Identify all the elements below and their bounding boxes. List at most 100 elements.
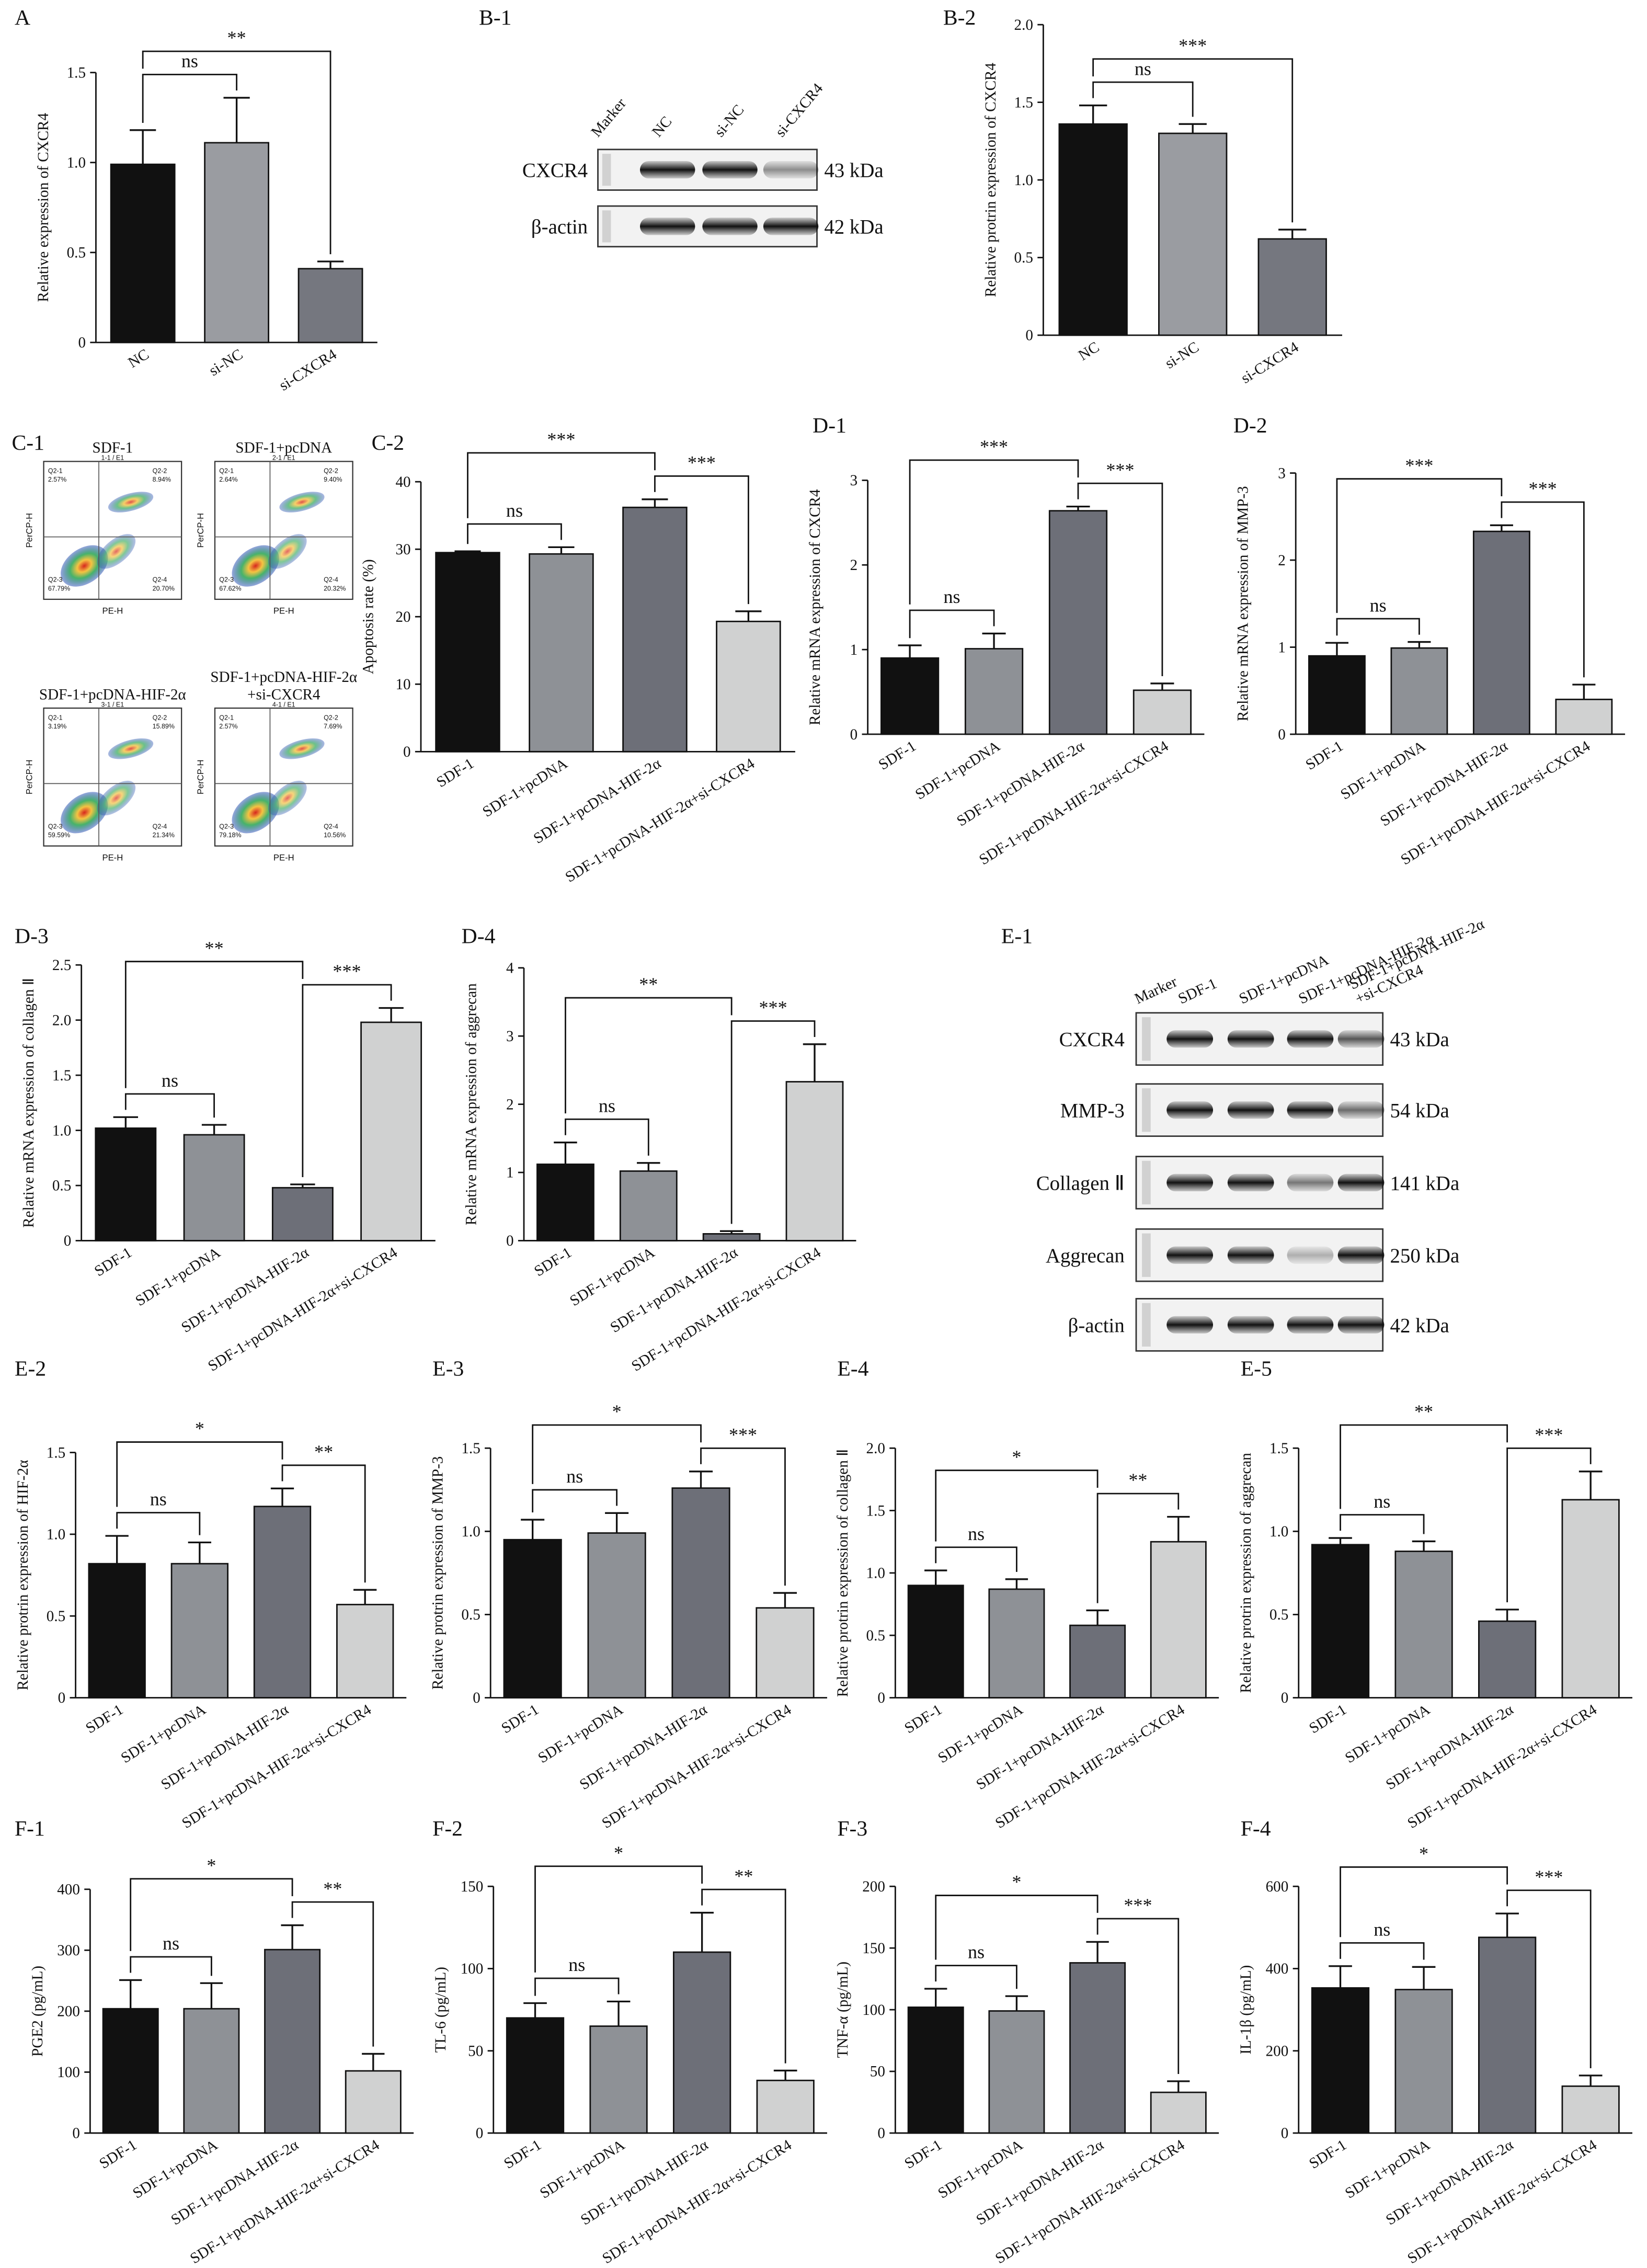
plot-title: +si-CXCR4 <box>247 686 321 703</box>
significance-label: ** <box>639 974 658 995</box>
bar <box>360 1021 422 1241</box>
bar <box>503 1538 562 1699</box>
y-tick-label: 0 <box>476 2125 484 2142</box>
bar <box>672 1951 731 2134</box>
blot-band <box>1166 1246 1214 1264</box>
y-tick-label: 3 <box>1278 465 1286 482</box>
panel-label: D-2 <box>1233 414 1267 438</box>
panel-label: F-3 <box>837 1817 867 1841</box>
marker-band <box>1142 1017 1151 1061</box>
density-cloud <box>232 792 279 834</box>
significance-bracket <box>130 1878 293 1951</box>
y-tick-label: 600 <box>1266 1878 1289 1895</box>
lane-label: SDF-1+pcDNA-HIF-2α <box>1347 916 1487 993</box>
bar <box>988 1588 1045 1699</box>
bar <box>253 1506 312 1699</box>
y-axis-label: Relative protrin expression of MMP-3 <box>430 1456 447 1690</box>
x-tick-label: NC <box>125 346 152 371</box>
significance-bracket <box>534 1977 620 1996</box>
x-tick-label: SDF-1 <box>1303 738 1346 773</box>
y-tick-label: 20 <box>395 609 410 625</box>
significance-bracket <box>467 452 656 518</box>
bar <box>536 1163 594 1241</box>
x-tick-label: SDF-1+pcDNA-HIF-2α <box>974 1701 1107 1793</box>
bar <box>907 1585 964 1699</box>
blot-band <box>639 218 695 235</box>
quadrant-percent: 9.40% <box>324 476 342 483</box>
significance-bracket <box>1336 478 1503 613</box>
significance-bracket <box>1092 81 1194 117</box>
protein-label: MMP-3 <box>1060 1100 1125 1122</box>
y-tick-label: 3 <box>850 472 858 489</box>
protein-label: β-actin <box>1068 1314 1125 1337</box>
bar <box>880 657 940 735</box>
x-tick-label: SDF-1 <box>1306 1701 1349 1737</box>
y-tick-label: 1.0 <box>461 1523 480 1540</box>
band-size: 43 kDa <box>1390 1029 1449 1051</box>
blot-band <box>1287 1101 1334 1119</box>
bar <box>336 1603 394 1699</box>
bar <box>1390 647 1448 735</box>
quadrant-percent: 2.57% <box>219 723 237 730</box>
x-tick-label: SDF-1 <box>901 1701 945 1737</box>
bar <box>95 1127 157 1241</box>
y-tick-label: 0 <box>877 2125 885 2142</box>
x-tick-label: SDF-1+pcDNA-HIF-2α <box>168 2136 302 2228</box>
significance-bracket <box>1340 1514 1425 1534</box>
significance-label: ** <box>734 1865 753 1886</box>
density-cloud <box>279 492 325 512</box>
x-tick-label: NC <box>1076 339 1102 364</box>
bar <box>1478 1936 1537 2134</box>
bar <box>702 1233 761 1241</box>
protein-label: CXCR4 <box>522 159 588 182</box>
bar <box>1257 238 1327 336</box>
y-tick-label: 0 <box>1025 327 1033 344</box>
quadrant-percent: 2.64% <box>219 476 237 483</box>
blot-band <box>1166 1101 1214 1119</box>
significance-bracket <box>730 1020 816 1224</box>
y-tick-label: 100 <box>461 1961 484 1977</box>
bar <box>1394 1989 1453 2134</box>
panel-label: A <box>15 6 30 30</box>
y-axis-label: PerCP-H <box>196 760 205 795</box>
significance-bracket <box>467 523 562 544</box>
blot-band <box>1166 1316 1214 1334</box>
band-size: 43 kDa <box>824 159 883 182</box>
bar <box>1150 1541 1207 1699</box>
bar <box>1150 2091 1207 2134</box>
significance-label: *** <box>1179 35 1207 56</box>
y-tick-label: 2.0 <box>866 1440 885 1457</box>
significance-bracket <box>532 1424 702 1484</box>
quadrant-name: Q2-1 <box>219 714 234 721</box>
significance-bracket <box>565 997 733 1114</box>
panel-label: E-4 <box>837 1357 868 1381</box>
protein-label: β-actin <box>531 216 588 238</box>
quadrant-percent: 21.34% <box>153 831 175 839</box>
y-tick-label: 0.5 <box>1269 1606 1288 1623</box>
marker-band <box>602 210 611 243</box>
y-tick-label: 2 <box>506 1096 514 1113</box>
y-tick-label: 100 <box>57 2064 80 2081</box>
significance-bracket <box>534 1865 703 1973</box>
bar <box>1311 1544 1370 1699</box>
significance-bracket <box>1506 1448 1592 1603</box>
plot-title: SDF-1+pcDNA <box>235 440 332 457</box>
bar <box>1561 1499 1620 1699</box>
quadrant-percent: 7.69% <box>324 723 342 730</box>
significance-bracket <box>124 1093 215 1118</box>
bar <box>671 1487 730 1699</box>
quadrant-name: Q2-1 <box>48 714 63 721</box>
panel-label: B-1 <box>479 6 511 30</box>
quadrant-name: Q2-4 <box>153 576 167 584</box>
y-tick-label: 0.5 <box>67 245 86 261</box>
y-tick-label: 0.5 <box>1014 249 1033 266</box>
y-axis-label: Relative protrin expression of HIF-2α <box>15 1460 31 1691</box>
gate-label: 1-1 / E1 <box>101 454 124 462</box>
quadrant-name: Q2-3 <box>48 823 63 830</box>
y-tick-label: 1.5 <box>47 1444 65 1461</box>
significance-bracket <box>1336 618 1420 636</box>
lane-label: si-CXCR4 <box>772 80 827 140</box>
quadrant-name: Q2-1 <box>219 468 234 475</box>
x-tick-label: SDF-1 <box>433 755 477 791</box>
